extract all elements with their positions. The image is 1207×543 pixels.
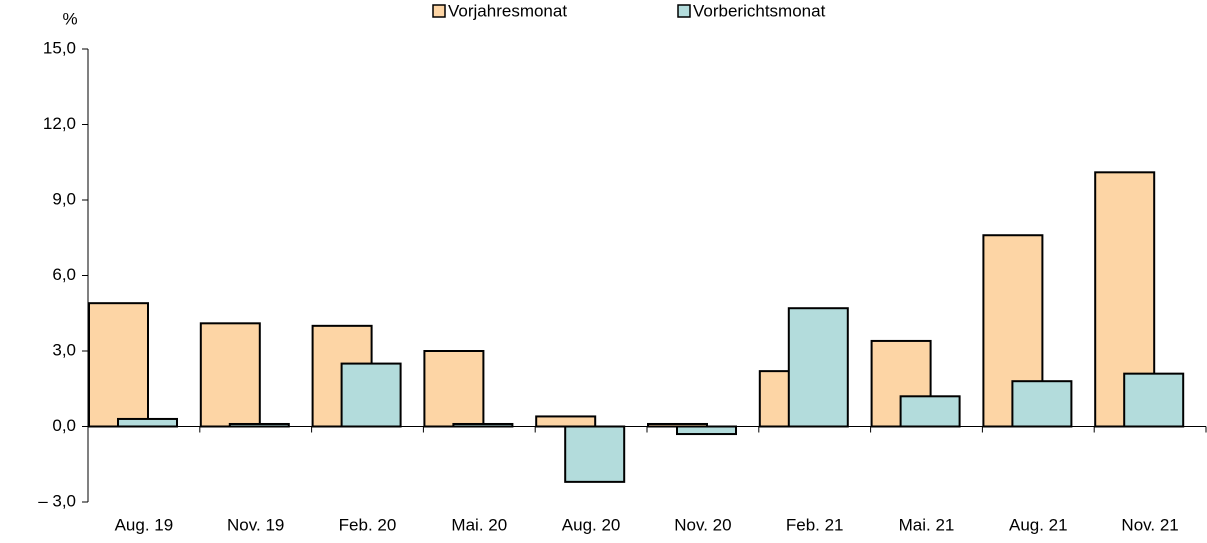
x-tick-label: Feb. 20: [339, 515, 397, 534]
x-tick-label: Aug. 19: [115, 515, 174, 534]
y-tick-label: 3,0: [52, 340, 76, 359]
bar: [535, 415, 597, 428]
y-tick-label: 9,0: [52, 189, 76, 208]
x-tick-label: Aug. 20: [562, 515, 621, 534]
x-tick-label: Mai. 21: [899, 515, 955, 534]
bar: [787, 307, 849, 428]
bar: [1123, 372, 1185, 428]
y-tick-label: 15,0: [43, 38, 76, 57]
x-tick-label: Mai. 20: [451, 515, 507, 534]
x-tick-label: Aug. 21: [1009, 515, 1068, 534]
bar: [199, 322, 261, 428]
x-tick-label: Nov. 19: [227, 515, 284, 534]
legend-label: Vorberichtsmonat: [693, 1, 826, 20]
legend-swatch: [677, 4, 691, 18]
bar: [899, 395, 961, 428]
y-unit: %: [62, 9, 77, 28]
y-tick-label: 6,0: [52, 265, 76, 284]
y-tick-label: 0,0: [52, 416, 76, 435]
legend-label: Vorjahresmonat: [448, 1, 567, 20]
bar: [676, 425, 737, 436]
bar: [564, 425, 626, 483]
y-tick-label: – 3,0: [38, 491, 76, 510]
bar: [423, 350, 485, 428]
bar: [1011, 380, 1073, 428]
legend-swatch: [432, 4, 446, 18]
bar: [88, 302, 149, 428]
x-tick-label: Nov. 21: [1121, 515, 1178, 534]
x-tick-label: Nov. 20: [674, 515, 731, 534]
bar: [340, 362, 402, 428]
x-tick-label: Feb. 21: [786, 515, 844, 534]
bar: [117, 417, 178, 428]
y-tick-label: 12,0: [43, 114, 76, 133]
